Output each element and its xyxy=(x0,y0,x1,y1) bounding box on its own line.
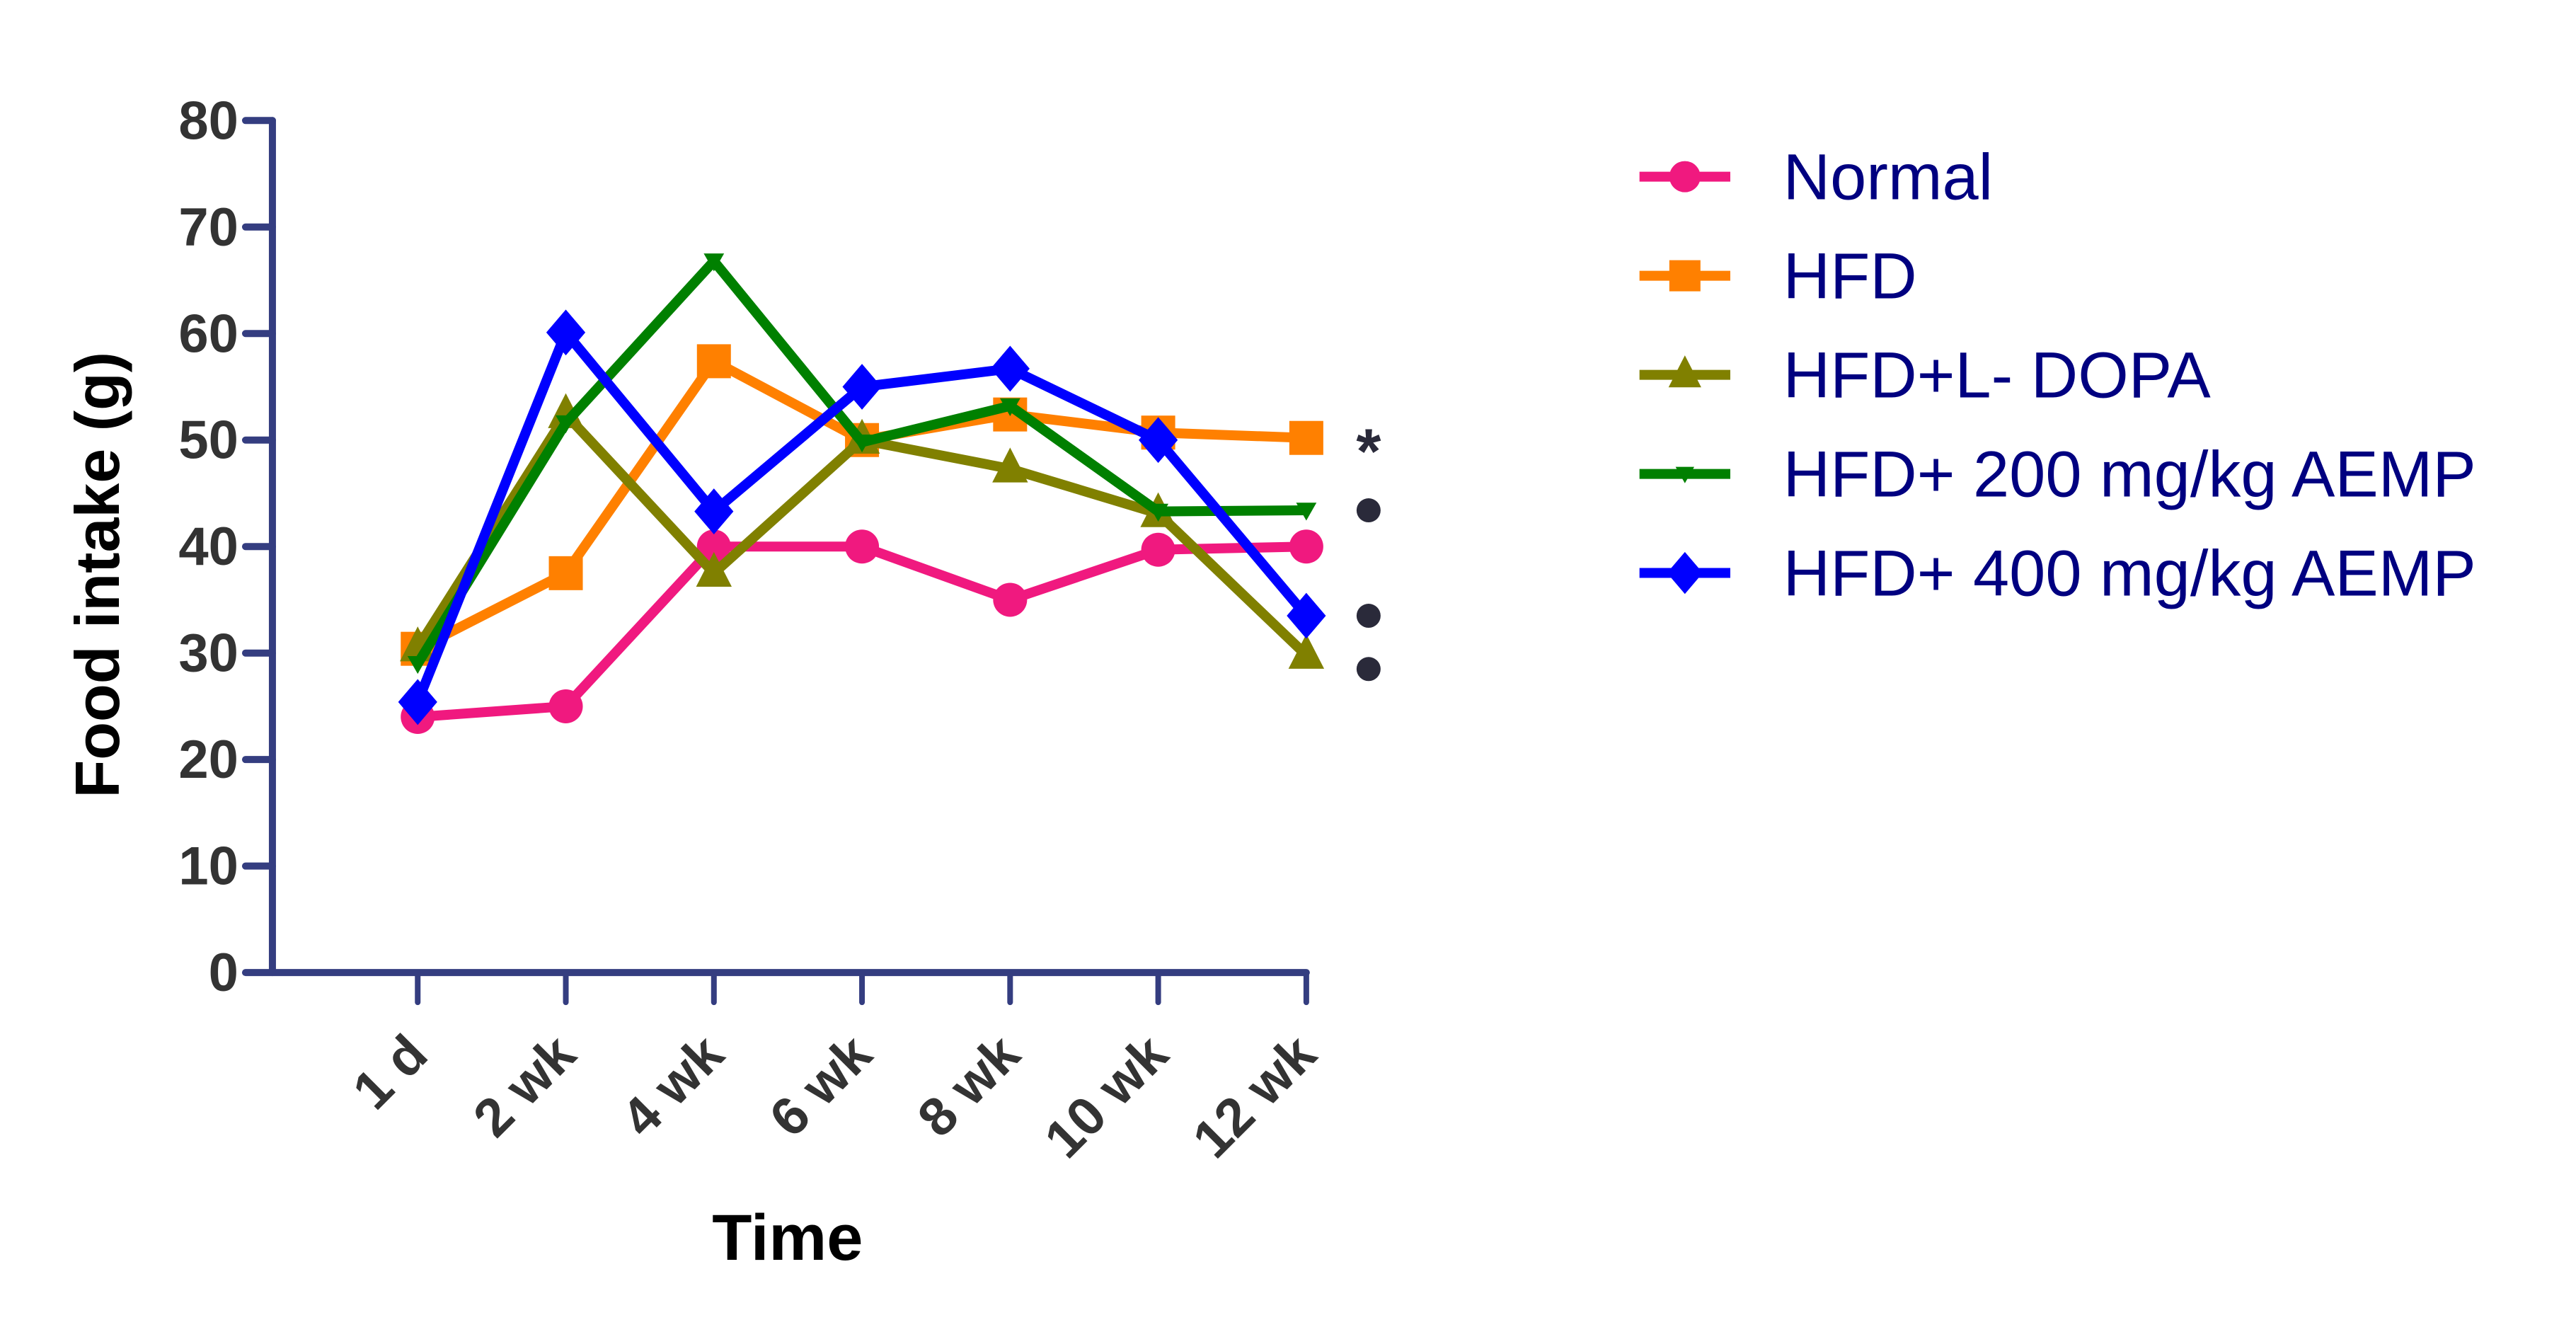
x-tick-label: 12 wk xyxy=(1181,1023,1328,1170)
x-tick-label: 2 wk xyxy=(462,1023,587,1149)
y-tick-label: 0 xyxy=(209,943,238,1003)
legend-marker-icon xyxy=(1669,260,1701,292)
data-point xyxy=(1288,633,1325,669)
y-tick-label: 80 xyxy=(178,91,238,151)
y-tick-label: 30 xyxy=(178,624,238,684)
significance-dot xyxy=(1356,604,1381,628)
legend-item: HFD+ 200 mg/kg AEMP xyxy=(1639,439,2476,511)
y-axis-ticks: 0 10 20 30 40 50 60 70 80 xyxy=(178,91,276,1003)
data-point xyxy=(1148,503,1168,522)
data-point xyxy=(1296,503,1317,521)
legend-item: HFD xyxy=(1639,241,1917,313)
data-point xyxy=(694,488,734,534)
data-point xyxy=(999,398,1020,416)
significance-dot xyxy=(1356,498,1381,523)
y-tick-label: 50 xyxy=(178,410,238,471)
x-axis-title: Time xyxy=(712,1202,863,1274)
series-layer xyxy=(398,253,1326,734)
legend-marker-icon xyxy=(1668,355,1701,388)
x-tick-label: 10 wk xyxy=(1033,1023,1180,1170)
data-point xyxy=(548,689,583,723)
series-hfd-400-mg-kg-aemp xyxy=(398,309,1326,725)
y-tick-label: 20 xyxy=(178,730,238,790)
legend-marker-icon xyxy=(1675,466,1695,483)
significance-asterisk: * xyxy=(1356,417,1381,488)
data-point xyxy=(546,309,586,356)
data-point xyxy=(556,415,576,434)
significance-dot xyxy=(1356,657,1381,682)
legend: Normal HFD HFD+L- DOPA HFD+ 200 mg/kg AEMP H… xyxy=(1639,142,2476,610)
legend-item: HFD+L- DOPA xyxy=(1639,340,2212,412)
y-tick-label: 70 xyxy=(178,197,238,258)
legend-item: HFD+ 400 mg/kg AEMP xyxy=(1639,538,2476,610)
y-tick-label: 40 xyxy=(178,517,238,577)
legend-label: Normal xyxy=(1783,142,1993,214)
x-tick-label: 1 d xyxy=(342,1023,439,1121)
legend-label: HFD+ 200 mg/kg AEMP xyxy=(1783,439,2476,511)
data-point xyxy=(696,529,731,564)
data-point xyxy=(1289,529,1323,564)
legend-marker-icon xyxy=(1667,551,1703,595)
data-point xyxy=(696,551,732,587)
data-point xyxy=(1141,532,1175,567)
y-tick-label: 10 xyxy=(178,837,238,897)
legend-item: Normal xyxy=(1639,142,1993,214)
x-tick-label: 6 wk xyxy=(758,1023,883,1149)
legend-marker-icon xyxy=(1669,161,1701,193)
data-point xyxy=(1138,417,1178,464)
data-point xyxy=(1287,592,1326,639)
data-point xyxy=(407,655,428,674)
data-point xyxy=(845,529,880,564)
legend-label: HFD xyxy=(1783,241,1917,313)
x-tick-label: 8 wk xyxy=(907,1023,1032,1149)
series-normal xyxy=(401,529,1323,734)
data-point xyxy=(993,582,1028,617)
series-hfd-200-mg-kg-aemp xyxy=(407,253,1317,674)
x-tick-label: 4 wk xyxy=(610,1023,735,1149)
annotations: * xyxy=(1356,417,1381,682)
data-point xyxy=(842,364,882,410)
data-point xyxy=(548,556,583,590)
y-axis-title: Food intake (g) xyxy=(62,352,132,798)
data-point xyxy=(696,344,731,379)
y-tick-label: 60 xyxy=(178,304,238,364)
data-point xyxy=(1289,420,1323,455)
data-point xyxy=(992,447,1028,483)
data-point xyxy=(990,345,1030,392)
legend-label: HFD+L- DOPA xyxy=(1783,340,2212,412)
data-point xyxy=(398,679,437,725)
data-point xyxy=(703,253,725,272)
legend-label: HFD+ 400 mg/kg AEMP xyxy=(1783,538,2476,610)
data-point xyxy=(851,434,873,453)
